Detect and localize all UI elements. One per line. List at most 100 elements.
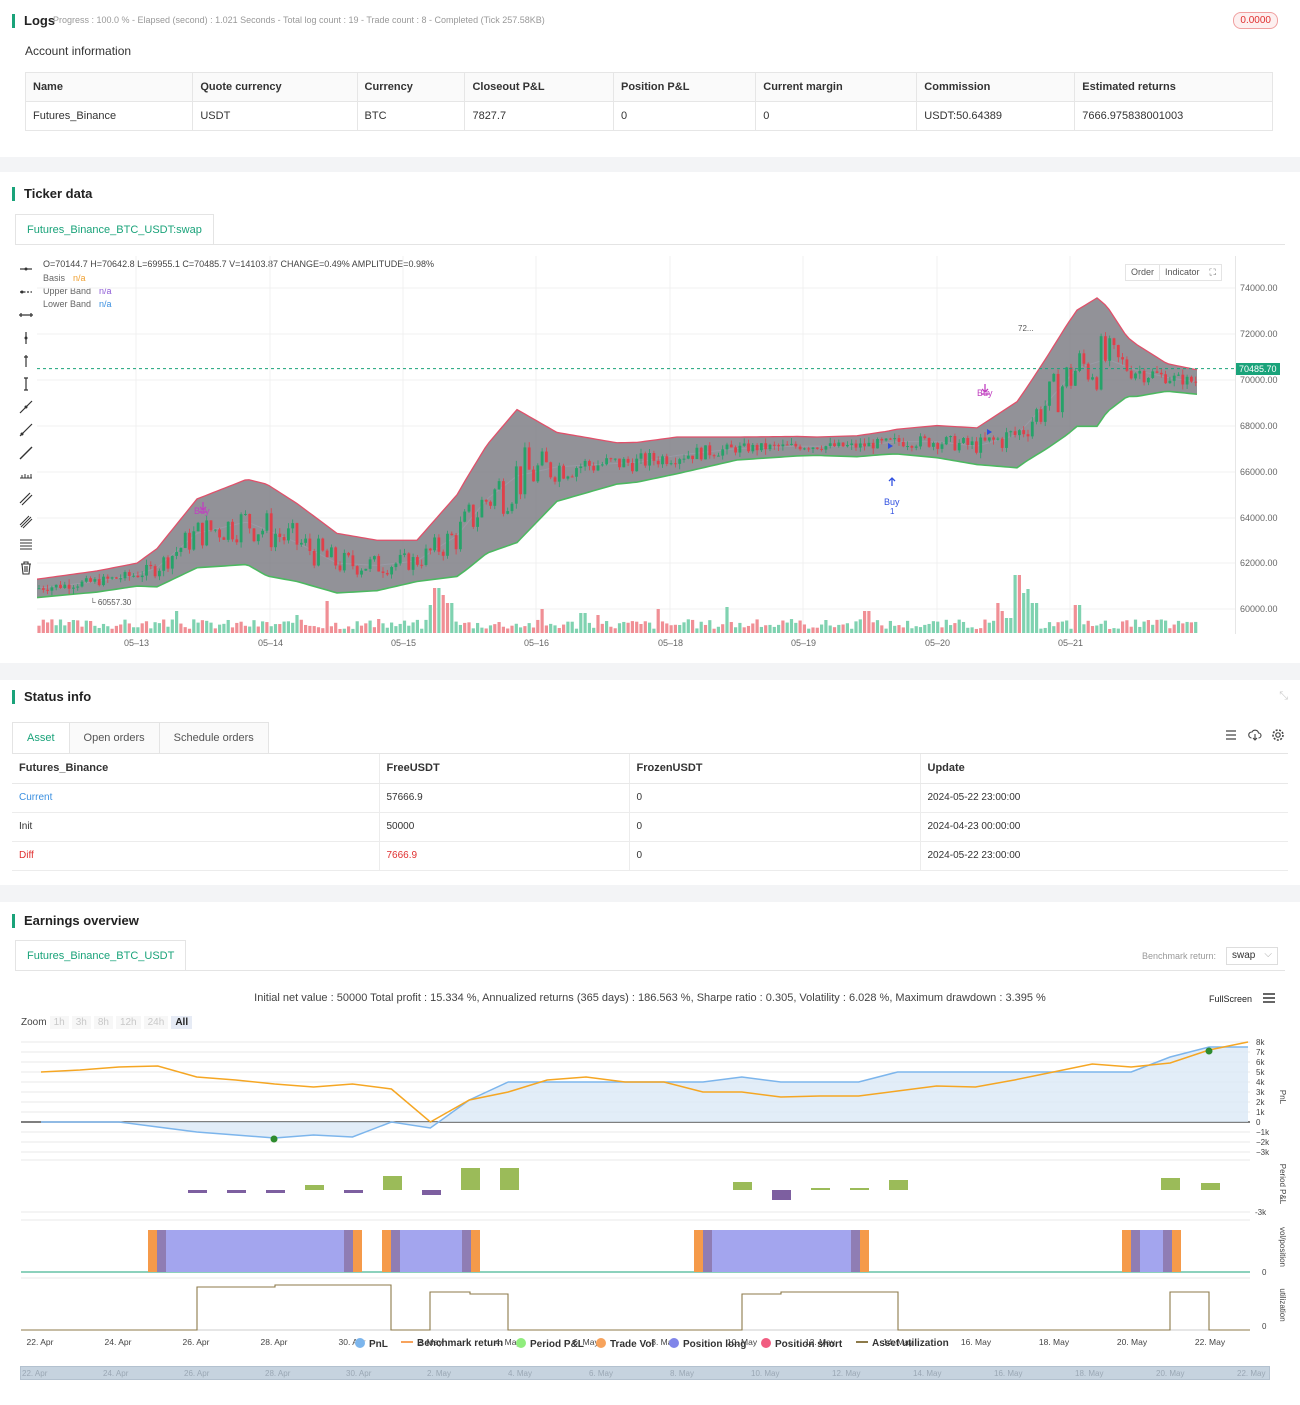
- extended-line-icon[interactable]: [18, 307, 34, 323]
- pnl-tick: 1k: [1256, 1108, 1265, 1117]
- vertical-segment-icon[interactable]: [18, 376, 34, 392]
- date-tick: 6. May: [573, 1337, 599, 1347]
- chart-toolbar: Order Indicator ⛶: [1125, 264, 1222, 281]
- navigator-date: 30. Apr: [346, 1369, 372, 1378]
- time-tick: 05–16: [524, 638, 550, 648]
- horizontal-line-icon[interactable]: [18, 261, 34, 277]
- pnl-tick: 2k: [1256, 1098, 1265, 1107]
- segment-line-icon[interactable]: [18, 445, 34, 461]
- drawdown-marker: [270, 1135, 278, 1143]
- column-header: Closeout P&L: [464, 72, 614, 102]
- pnl-tick: 0: [1256, 1118, 1261, 1127]
- account-info-title: Account information: [25, 44, 132, 58]
- indicator-button[interactable]: Indicator: [1165, 267, 1200, 277]
- vertical-line-icon[interactable]: [18, 330, 34, 346]
- table-cell: Init: [12, 812, 379, 842]
- list-icon[interactable]: [1224, 728, 1238, 742]
- pnl-tick: −1k: [1256, 1128, 1270, 1137]
- zoom-button[interactable]: 24h: [143, 1016, 169, 1029]
- account-table: Name Quote currency Currency Closeout P&L Po…: [24, 72, 1273, 131]
- navigator-date: 22. May: [1237, 1369, 1266, 1378]
- price-tick: 64000.00: [1240, 513, 1278, 523]
- price-range-icon[interactable]: [18, 468, 34, 484]
- earnings-summary: Initial net value : 50000 Total profit :…: [254, 992, 1046, 1004]
- navigator-date: 2. May: [427, 1369, 452, 1378]
- time-tick: 05–19: [791, 638, 817, 648]
- trend-line-icon[interactable]: [18, 399, 34, 415]
- benchmark-select[interactable]: swap ⌵: [1226, 947, 1278, 965]
- tab-ticker-symbol[interactable]: Futures_Binance_BTC_USDT:swap: [15, 214, 214, 245]
- status-title: Status info: [12, 690, 91, 704]
- zoom-button[interactable]: 12h: [115, 1016, 141, 1029]
- collapse-icon[interactable]: ⤡: [1279, 690, 1288, 702]
- upper-band-line: [37, 297, 1198, 580]
- pnl-tick: 4k: [1256, 1078, 1265, 1087]
- date-tick: 8. May: [651, 1337, 677, 1347]
- table-cell: 7666.9: [378, 841, 629, 871]
- time-tick: 05–20: [925, 638, 951, 648]
- basis-line: [37, 359, 1198, 589]
- legend-item[interactable]: PnL: [355, 1338, 388, 1350]
- table-cell: 0: [628, 841, 920, 871]
- tab-earnings-symbol[interactable]: Futures_Binance_BTC_USDT: [15, 940, 187, 971]
- navigator-scrollbar[interactable]: [20, 1366, 1270, 1380]
- date-tick: 2. May: [417, 1337, 443, 1347]
- tab-asset[interactable]: Asset: [12, 722, 70, 754]
- column-header: Current margin: [755, 72, 918, 102]
- fib-retracement-icon[interactable]: [18, 537, 34, 553]
- legend-label: Position long: [683, 1339, 747, 1350]
- price-tick: 70000.00: [1240, 375, 1278, 385]
- fib-channel-icon[interactable]: [18, 514, 34, 530]
- low-price-label: └ 60557.30: [90, 598, 132, 607]
- period-pnl-bar: [850, 1188, 869, 1190]
- legend-item[interactable]: Asset utilization: [856, 1338, 949, 1349]
- price-tick: 60000.00: [1240, 604, 1278, 614]
- time-tick: 05–18: [658, 638, 684, 648]
- pnl-tick: 5k: [1256, 1068, 1265, 1077]
- zoom-button[interactable]: 8h: [93, 1016, 113, 1029]
- tab-schedule-orders[interactable]: Schedule orders: [159, 722, 269, 754]
- legend-value: n/a: [99, 299, 112, 309]
- zoom-label: Zoom: [21, 1017, 47, 1028]
- table-cell: 57666.9: [378, 783, 629, 813]
- gear-icon[interactable]: [1271, 728, 1285, 742]
- navigator-date: 8. May: [670, 1369, 695, 1378]
- table-cell: 2024-05-22 23:00:00: [919, 841, 1288, 871]
- vertical-ray-icon[interactable]: [18, 353, 34, 369]
- zoom-button[interactable]: All: [171, 1016, 193, 1029]
- table-cell: 0: [628, 783, 920, 813]
- table-cell: 0: [612, 101, 757, 131]
- navigator-date: 6. May: [589, 1369, 614, 1378]
- period-tick: -3k: [1255, 1208, 1267, 1217]
- legend-line-icon: [856, 1341, 868, 1343]
- horizontal-ray-icon[interactable]: [18, 284, 34, 300]
- trash-icon[interactable]: [18, 560, 34, 576]
- period-pnl-bar: [266, 1190, 285, 1193]
- navigator-date: 22. Apr: [22, 1369, 48, 1378]
- legend-item[interactable]: Position long: [669, 1338, 746, 1350]
- expand-icon[interactable]: ⛶: [1209, 267, 1216, 277]
- legend-item[interactable]: Position short: [761, 1338, 842, 1350]
- pnl-tick: 3k: [1256, 1088, 1265, 1097]
- zoom-button[interactable]: 1h: [49, 1016, 69, 1029]
- column-header: FrozenUSDT: [628, 754, 920, 784]
- candlestick-chart[interactable]: [37, 256, 1235, 634]
- legend-item[interactable]: Trade Vol: [596, 1338, 654, 1350]
- parallel-channel-icon[interactable]: [18, 491, 34, 507]
- legend-dot-icon: [516, 1338, 526, 1348]
- fullscreen-button[interactable]: FullScreen: [1209, 994, 1253, 1004]
- legend-item[interactable]: Period P&L: [516, 1338, 584, 1350]
- zero-tick: 0: [1262, 1268, 1267, 1277]
- ray-line-icon[interactable]: [18, 422, 34, 438]
- period-pnl-bar: [1201, 1183, 1220, 1190]
- zoom-button[interactable]: 3h: [71, 1016, 91, 1029]
- menu-icon[interactable]: [1262, 992, 1276, 1004]
- ticker-title: Ticker data: [12, 187, 92, 201]
- cloud-download-icon[interactable]: [1248, 728, 1262, 742]
- time-tick: 05–15: [391, 638, 417, 648]
- order-button[interactable]: Order: [1126, 265, 1161, 280]
- legend-item[interactable]: Benchmark return: [401, 1338, 503, 1349]
- date-tick: 26. Apr: [183, 1337, 210, 1347]
- tab-open-orders[interactable]: Open orders: [69, 722, 160, 754]
